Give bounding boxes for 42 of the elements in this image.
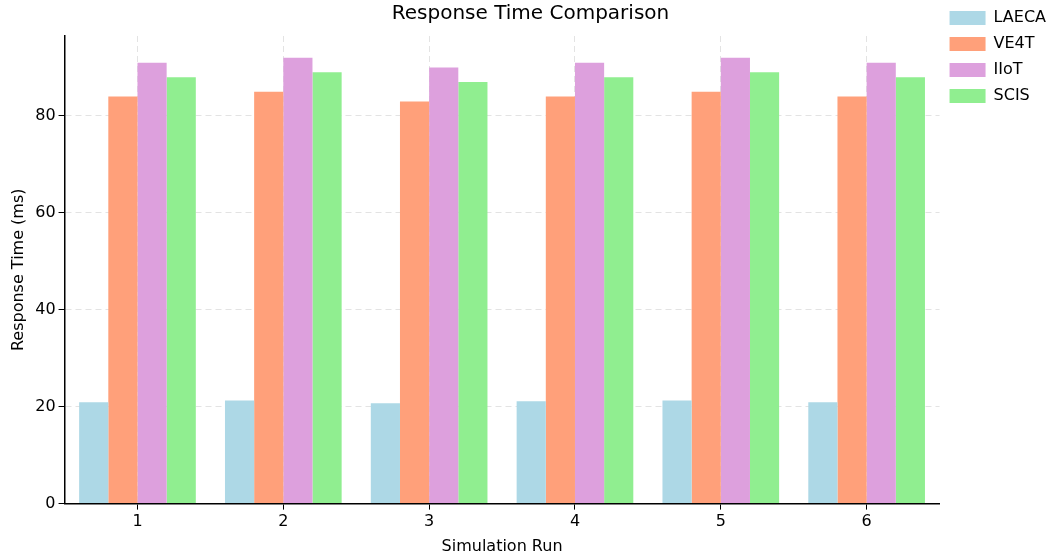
- bar: [604, 77, 634, 504]
- x-tick-label: 5: [715, 511, 726, 531]
- bar: [720, 57, 750, 504]
- bar: [516, 401, 546, 504]
- y-axis-title: Response Time (ms): [7, 188, 27, 352]
- bar: [662, 400, 692, 504]
- legend-label: VE4T: [993, 33, 1035, 53]
- bar: [808, 402, 838, 504]
- chart-title: Response Time Comparison: [391, 0, 670, 25]
- bar: [866, 62, 896, 504]
- bar: [137, 62, 167, 504]
- bar: [545, 96, 575, 504]
- bar: [370, 403, 400, 504]
- bar: [574, 62, 605, 504]
- legend-label: LAECA: [993, 7, 1047, 27]
- y-tick-label: 60: [35, 202, 56, 222]
- bar: [749, 72, 780, 504]
- legend-label: IIoT: [993, 59, 1023, 79]
- x-tick-label: 1: [132, 511, 143, 531]
- x-tick-label: 4: [569, 511, 581, 531]
- bar: [283, 57, 313, 504]
- y-tick-label: 40: [35, 298, 56, 318]
- y-tick-label: 0: [45, 492, 56, 512]
- x-axis-title: Simulation Run: [441, 535, 563, 555]
- bar: [429, 67, 459, 504]
- y-tick-label: 80: [35, 105, 56, 125]
- bar: [224, 400, 255, 504]
- bar: [79, 402, 109, 504]
- x-tick-label: 2: [278, 511, 289, 531]
- x-tick-label: 6: [861, 511, 872, 531]
- bar: [837, 96, 867, 504]
- bar: [166, 77, 196, 504]
- bar: [312, 72, 342, 504]
- legend-label: SCIS: [993, 85, 1030, 105]
- y-tick-label: 20: [35, 395, 56, 415]
- bar: [691, 91, 721, 504]
- bar: [254, 91, 284, 504]
- bar: [399, 101, 430, 504]
- x-tick-label: 3: [424, 511, 435, 531]
- bar: [895, 77, 925, 504]
- bar: [108, 96, 138, 504]
- bar: [458, 82, 488, 504]
